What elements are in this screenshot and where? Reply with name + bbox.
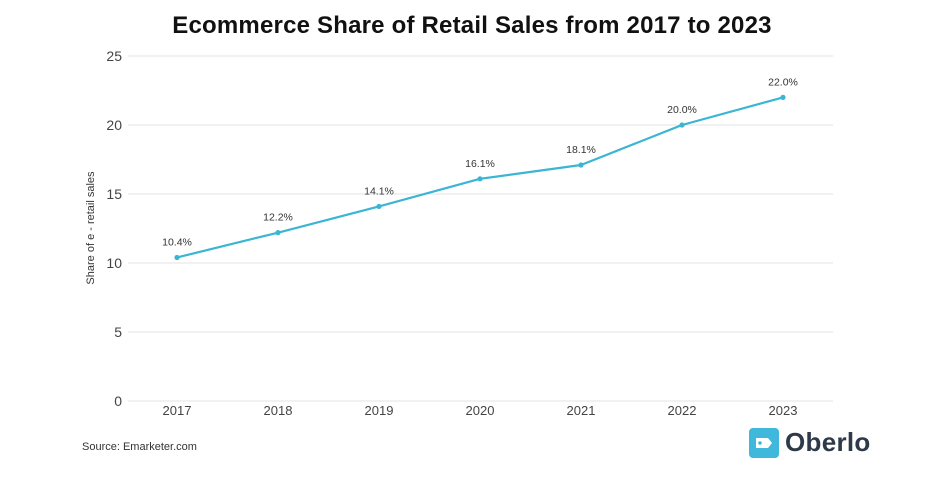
- data-point[interactable]: [679, 122, 685, 128]
- x-tick-label: 2018: [264, 403, 293, 418]
- data-labels: 10.4% 12.2% 14.1% 16.1% 18.1% 20.0% 22.0%: [162, 76, 798, 248]
- data-points: [174, 94, 786, 261]
- data-point[interactable]: [780, 94, 786, 100]
- data-label: 10.4%: [162, 236, 192, 248]
- x-axis-ticks: 2017 2018 2019 2020 2021 2022 2023: [163, 403, 798, 418]
- y-tick-label: 0: [114, 393, 122, 409]
- data-label: 16.1%: [465, 158, 495, 170]
- oberlo-logo[interactable]: Oberlo: [749, 427, 871, 458]
- x-tick-label: 2020: [466, 403, 495, 418]
- y-axis-ticks: 0 5 10 15 20 25: [106, 48, 122, 409]
- data-label: 18.1%: [566, 144, 596, 156]
- source-note: Source: Emarketer.com: [82, 441, 197, 453]
- y-tick-label: 25: [106, 48, 122, 64]
- data-point[interactable]: [376, 203, 382, 210]
- x-tick-label: 2019: [365, 403, 394, 418]
- data-label: 12.2%: [263, 212, 293, 224]
- y-tick-label: 10: [106, 255, 122, 271]
- gridlines: [128, 55, 833, 402]
- data-point[interactable]: [275, 230, 281, 236]
- data-label: 22.0%: [768, 76, 798, 88]
- data-label: 14.1%: [364, 185, 394, 197]
- x-tick-label: 2022: [668, 403, 697, 418]
- x-tick-label: 2017: [163, 403, 192, 418]
- data-point[interactable]: [477, 176, 483, 182]
- x-tick-label: 2021: [567, 403, 596, 418]
- y-tick-label: 20: [106, 117, 122, 133]
- data-point[interactable]: [174, 254, 180, 261]
- brand-name: Oberlo: [785, 427, 871, 457]
- data-label: 20.0%: [667, 104, 697, 116]
- x-tick-label: 2023: [769, 403, 798, 418]
- tag-icon: [749, 427, 779, 458]
- y-axis-label: Share of e - retail sales: [85, 171, 97, 285]
- chart-title: Ecommerce Share of Retail Sales from 201…: [172, 12, 772, 39]
- y-tick-label: 15: [106, 186, 122, 202]
- y-tick-label: 5: [114, 324, 122, 340]
- data-point[interactable]: [578, 162, 584, 168]
